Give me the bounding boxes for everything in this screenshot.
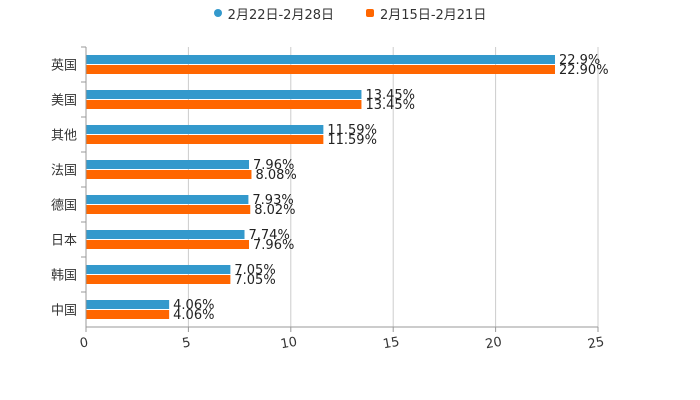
category-label-0: 英国 <box>51 59 77 74</box>
bars <box>86 55 555 319</box>
bar-series-2-6[interactable] <box>86 275 231 284</box>
bar-series-1-7[interactable] <box>86 300 170 309</box>
bar-series-2-1[interactable] <box>86 100 362 109</box>
category-label-6: 韩国 <box>51 269 77 284</box>
bar-series-1-5[interactable] <box>86 230 245 239</box>
bar-series-1-2[interactable] <box>86 125 324 134</box>
data-label-series-2-2: 11.59% <box>327 133 377 148</box>
bar-series-1-0[interactable] <box>86 55 555 64</box>
legend-marker-series-2 <box>366 9 374 17</box>
data-label-series-2-4: 8.02% <box>254 203 295 218</box>
bar-series-2-3[interactable] <box>86 170 252 179</box>
category-label-2: 其他 <box>51 129 77 144</box>
bar-series-1-6[interactable] <box>86 265 231 274</box>
legend-item-series-1[interactable]: 2月22日-2月28日 <box>213 4 334 23</box>
category-label-1: 美国 <box>51 94 77 109</box>
data-label-series-1-6: 7.05% <box>234 263 275 278</box>
legend-label-series-1: 2月22日-2月28日 <box>227 7 334 23</box>
data-label-series-1-0: 22.9% <box>559 53 600 68</box>
x-tick-label-20: 20 <box>484 335 503 353</box>
x-tick-label-15: 15 <box>382 335 401 353</box>
bar-series-2-0[interactable] <box>86 65 555 74</box>
data-label-series-2-6: 7.05% <box>234 273 275 288</box>
labels: 22.9%22.90% 13.45%13.45% 11.59%11.59% 7.96%… <box>173 53 608 323</box>
x-tick-label-0: 0 <box>79 335 90 351</box>
x-tick-label-10: 10 <box>279 335 298 353</box>
data-label-series-1-3: 7.96% <box>253 158 294 173</box>
x-tick-label-5: 5 <box>181 335 192 351</box>
x-tick-label-25: 25 <box>587 335 606 353</box>
data-label-series-2-5: 7.96% <box>253 238 294 253</box>
data-label-series-2-7: 4.06% <box>173 308 214 323</box>
chart-legend: 2月22日-2月28日 2月15日-2月21日 <box>0 4 700 23</box>
data-label-series-2-0: 22.90% <box>559 63 609 78</box>
data-label-series-1-2: 11.59% <box>327 123 377 138</box>
bar-series-1-1[interactable] <box>86 90 362 99</box>
legend-marker-series-1 <box>213 9 222 17</box>
data-label-series-2-1: 13.45% <box>365 98 415 113</box>
data-label-series-1-7: 4.06% <box>173 298 214 313</box>
legend-item-series-2[interactable]: 2月15日-2月21日 <box>366 4 486 23</box>
bar-series-1-3[interactable] <box>86 160 250 169</box>
data-label-series-1-1: 13.45% <box>365 88 415 103</box>
data-label-series-2-3: 8.08% <box>255 168 296 183</box>
bar-series-2-2[interactable] <box>86 135 324 144</box>
data-label-series-1-5: 7.74% <box>249 228 290 243</box>
bar-series-2-5[interactable] <box>86 240 250 249</box>
data-label-series-1-4: 7.93% <box>252 193 293 208</box>
category-label-5: 日本 <box>51 234 77 249</box>
category-label-7: 中国 <box>51 304 77 319</box>
legend-label-series-2: 2月15日-2月21日 <box>380 7 487 23</box>
bar-series-2-7[interactable] <box>86 310 170 319</box>
category-label-4: 德国 <box>51 199 77 214</box>
bar-series-1-4[interactable] <box>86 195 249 204</box>
category-label-3: 法国 <box>51 164 77 179</box>
bar-series-2-4[interactable] <box>86 205 251 214</box>
